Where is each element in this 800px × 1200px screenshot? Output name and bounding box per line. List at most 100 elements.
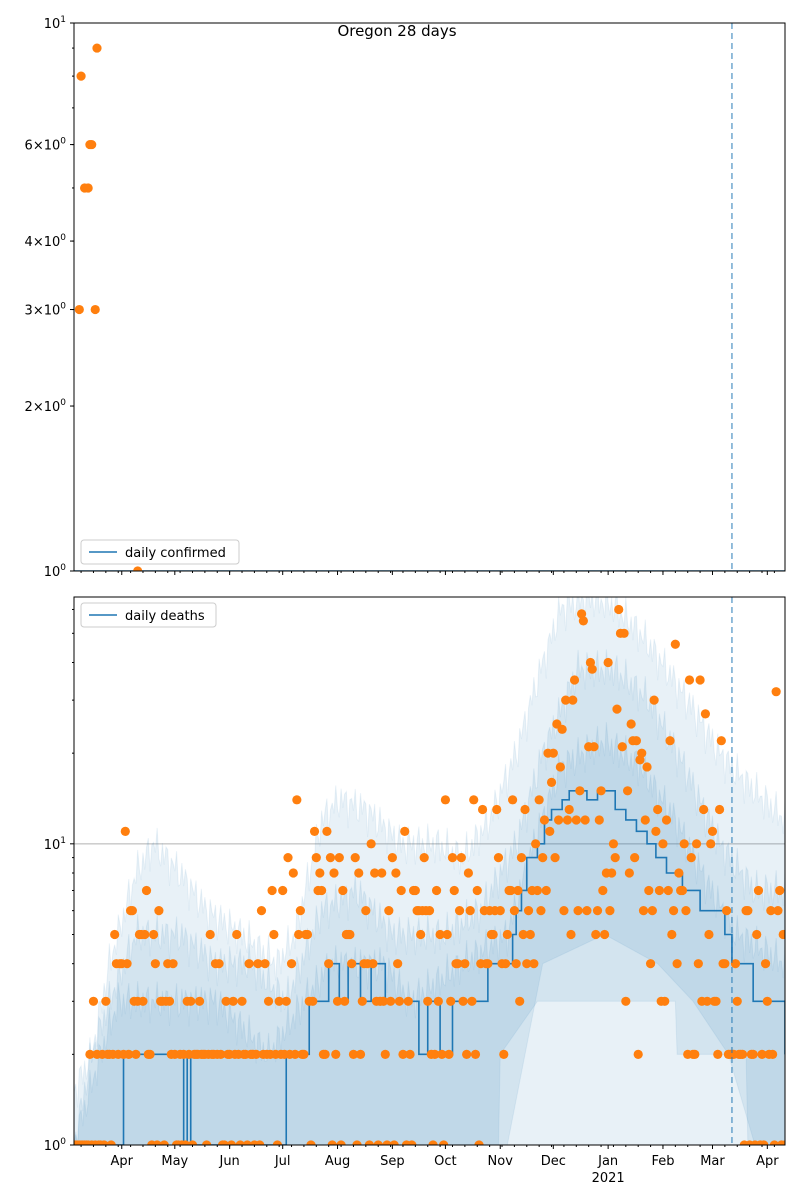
observed-point <box>159 1140 169 1145</box>
observed-point <box>99 1140 109 1145</box>
observed-point <box>722 906 732 916</box>
observed-point <box>345 929 355 940</box>
y-tick-label: 100 <box>44 1137 67 1154</box>
observed-point <box>467 996 477 1006</box>
observed-point <box>665 736 675 746</box>
observed-point <box>737 1049 748 1059</box>
observed-point <box>216 1049 226 1059</box>
x-tick-label: Dec <box>541 1154 566 1169</box>
observed-point <box>667 929 677 940</box>
y-tick-exponent: 0 <box>60 1137 66 1147</box>
observed-point <box>393 959 403 969</box>
observed-point <box>658 839 668 849</box>
observed-point <box>439 1140 449 1145</box>
observed-point <box>251 1049 261 1059</box>
observed-point <box>690 1049 700 1059</box>
observed-point <box>347 959 357 969</box>
observed-point <box>317 885 327 896</box>
chart-title: Oregon 28 days <box>337 22 456 40</box>
y-tick-base: 10 <box>44 1139 61 1154</box>
observed-point <box>775 885 785 896</box>
x-tick-label: Mar <box>700 1154 725 1169</box>
observed-point <box>500 959 511 969</box>
observed-point <box>423 996 433 1006</box>
y-tick-base: 10 <box>44 565 61 580</box>
observed-point <box>350 853 360 863</box>
observed-point <box>536 906 546 916</box>
observed-point <box>518 929 528 940</box>
axes-frame <box>73 22 786 572</box>
y-tick-base: 2×10 <box>25 400 61 415</box>
observed-point <box>531 839 541 849</box>
observed-point <box>368 959 378 969</box>
observed-point <box>573 906 583 916</box>
observed-point <box>592 906 603 916</box>
observed-point <box>695 675 705 685</box>
y-tick-exponent: 0 <box>60 137 66 147</box>
observed-point <box>354 868 364 878</box>
observed-point <box>495 906 505 916</box>
observed-point <box>711 996 721 1006</box>
observed-point <box>235 1140 245 1145</box>
observed-point <box>546 777 557 787</box>
observed-point <box>320 1049 330 1059</box>
observed-point <box>766 906 776 916</box>
observed-point <box>281 996 291 1006</box>
observed-point <box>660 996 670 1006</box>
observed-point <box>456 853 466 863</box>
observed-point <box>124 1049 134 1059</box>
plot-area <box>74 23 785 571</box>
observed-point <box>387 853 397 863</box>
observed-point <box>355 1049 366 1059</box>
observed-point <box>575 786 585 796</box>
observed-point <box>214 959 224 969</box>
y-tick-label: 3×100 <box>25 302 67 319</box>
observed-point <box>366 839 376 849</box>
y-tick-label: 2×100 <box>25 398 67 415</box>
observed-point <box>465 906 475 916</box>
observed-point <box>299 1049 309 1059</box>
observed-point <box>410 885 420 896</box>
observed-point <box>720 959 730 969</box>
observed-point <box>534 795 544 805</box>
observed-point <box>294 929 304 940</box>
observed-point <box>545 826 555 836</box>
observed-point <box>686 853 696 863</box>
observed-point <box>596 786 606 796</box>
observed-point <box>619 628 629 638</box>
observed-point <box>391 868 401 878</box>
observed-point <box>403 996 413 1006</box>
observed-point <box>548 748 558 758</box>
observed-point <box>331 1049 341 1059</box>
band-middle <box>74 649 785 1145</box>
observed-point <box>516 853 527 863</box>
observed-point <box>322 826 332 836</box>
observed-point <box>605 906 615 916</box>
observed-point <box>469 795 479 805</box>
observed-point <box>771 687 781 697</box>
observed-point <box>400 826 410 836</box>
observed-point <box>778 929 785 940</box>
y-tick-exponent: 0 <box>60 398 66 408</box>
y-tick-label: 6×100 <box>25 137 67 154</box>
x-tick-label: Jan <box>597 1154 618 1169</box>
observed-point <box>286 959 297 969</box>
observed-point <box>332 996 343 1006</box>
observed-point <box>614 604 624 615</box>
observed-point <box>743 906 753 916</box>
observed-point <box>622 786 633 796</box>
observed-point <box>394 996 405 1006</box>
observed-point <box>499 1049 509 1059</box>
observed-point <box>269 929 279 940</box>
observed-point <box>150 959 160 969</box>
observed-point <box>348 1049 359 1059</box>
observed-point <box>389 1140 399 1145</box>
observed-point <box>554 815 564 825</box>
observed-point <box>152 1140 162 1145</box>
observed-point <box>168 959 178 969</box>
observed-point <box>288 868 298 878</box>
observed-point <box>582 906 592 916</box>
observed-point <box>759 1140 769 1145</box>
observed-point <box>226 1140 237 1145</box>
observed-point <box>603 657 613 668</box>
